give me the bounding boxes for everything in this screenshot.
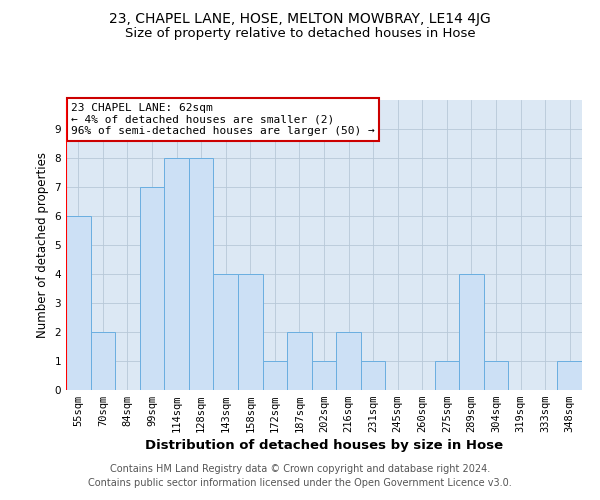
- Bar: [361, 361, 385, 390]
- Bar: [434, 361, 459, 390]
- Text: Size of property relative to detached houses in Hose: Size of property relative to detached ho…: [125, 28, 475, 40]
- Bar: [238, 274, 263, 390]
- Bar: [263, 361, 287, 390]
- Bar: [214, 274, 238, 390]
- Y-axis label: Number of detached properties: Number of detached properties: [36, 152, 49, 338]
- Bar: [287, 332, 312, 390]
- Bar: [91, 332, 115, 390]
- Bar: [189, 158, 214, 390]
- Bar: [140, 187, 164, 390]
- Text: 23, CHAPEL LANE, HOSE, MELTON MOWBRAY, LE14 4JG: 23, CHAPEL LANE, HOSE, MELTON MOWBRAY, L…: [109, 12, 491, 26]
- Bar: [312, 361, 336, 390]
- Bar: [484, 361, 508, 390]
- Bar: [336, 332, 361, 390]
- Text: 23 CHAPEL LANE: 62sqm
← 4% of detached houses are smaller (2)
96% of semi-detach: 23 CHAPEL LANE: 62sqm ← 4% of detached h…: [71, 103, 375, 136]
- Bar: [164, 158, 189, 390]
- X-axis label: Distribution of detached houses by size in Hose: Distribution of detached houses by size …: [145, 440, 503, 452]
- Bar: [66, 216, 91, 390]
- Bar: [459, 274, 484, 390]
- Bar: [557, 361, 582, 390]
- Text: Contains HM Land Registry data © Crown copyright and database right 2024.
Contai: Contains HM Land Registry data © Crown c…: [88, 464, 512, 487]
